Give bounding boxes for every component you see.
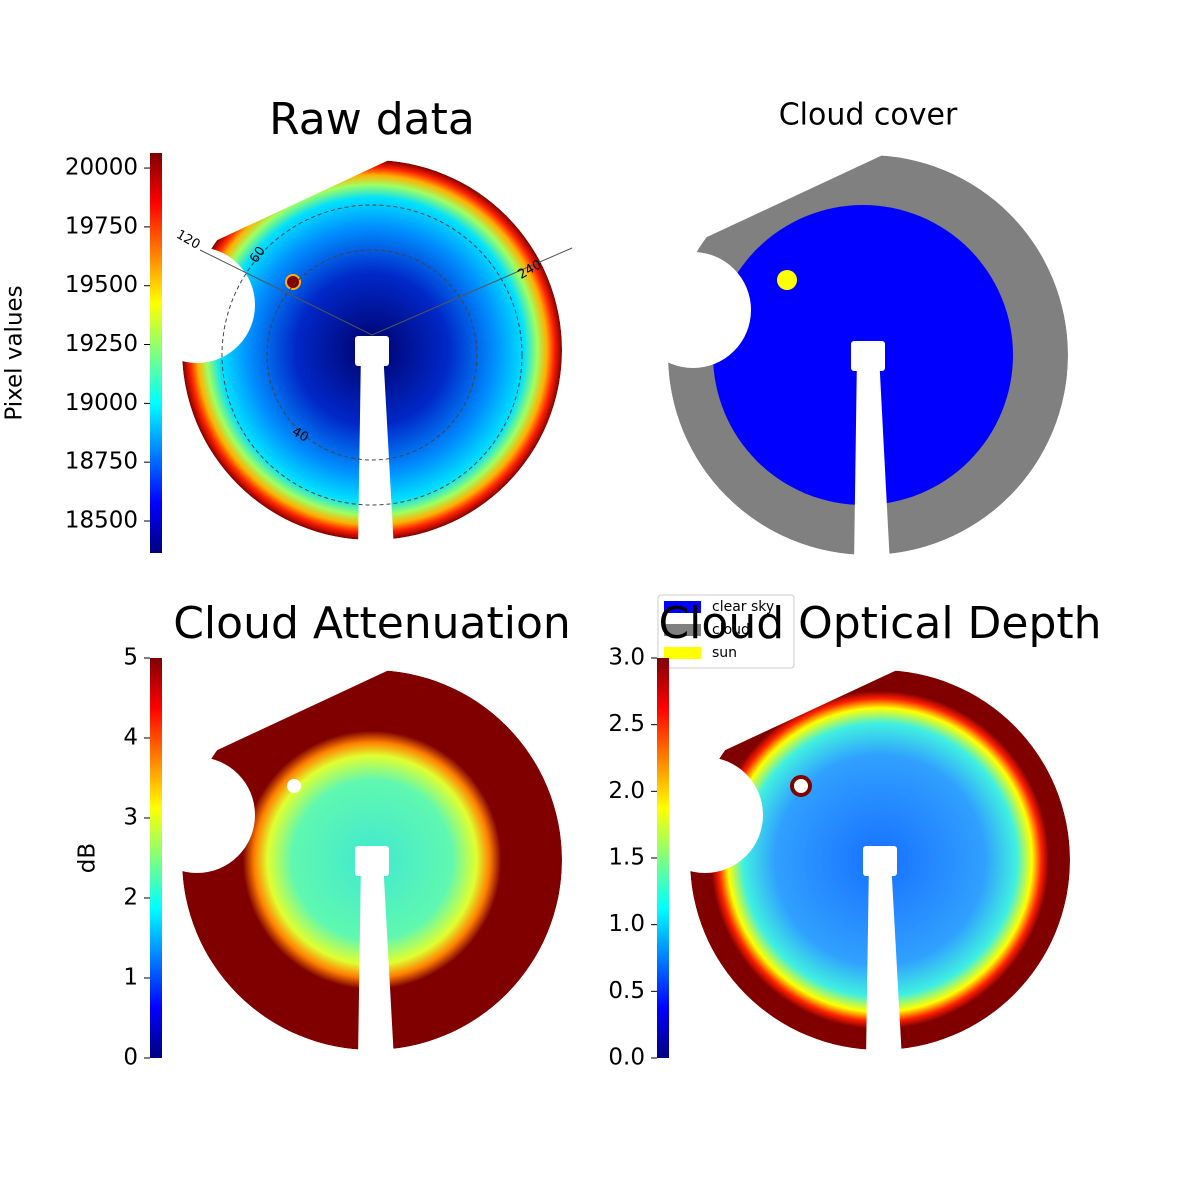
clear-region: [713, 205, 1013, 505]
y-tick-label: 19750: [65, 213, 138, 239]
sky-image: [182, 160, 562, 540]
legend-patch: [664, 647, 701, 659]
polar-label: 40: [289, 424, 311, 445]
y-tick-label: 0.5: [608, 978, 645, 1004]
y-tick-label: 18750: [65, 449, 138, 475]
polar-grid: [221, 204, 523, 506]
y-tick-label: 20000: [65, 155, 138, 181]
y-axis-label: dB: [75, 843, 101, 873]
colorbar: [150, 153, 162, 553]
colorbar: [150, 658, 162, 1058]
y-tick-label: 1: [123, 965, 138, 991]
legend-patch: [664, 624, 701, 636]
legend-label: sun: [712, 645, 737, 661]
sky-image: [690, 670, 1070, 1050]
y-tick-label: 1.0: [608, 911, 645, 937]
chart-title: Cloud cover: [779, 98, 958, 133]
y-tick-label: 0: [123, 1045, 138, 1071]
y-tick-label: 1.5: [608, 845, 645, 871]
sky-image: [668, 155, 1068, 555]
y-tick-label: 5: [123, 645, 138, 671]
y-tick-label: 18500: [65, 508, 138, 534]
polar-label: 120: [173, 227, 202, 252]
y-tick-label: 3.0: [608, 645, 645, 671]
y-tick-label: 2.5: [608, 711, 645, 737]
legend-label: clear sky: [712, 599, 774, 615]
y-tick-label: 19500: [65, 272, 138, 298]
sun-spot: [287, 779, 301, 793]
sky-image: [182, 670, 562, 1050]
sun-region: [777, 270, 797, 290]
colorbar: [657, 658, 669, 1058]
legend-label: cloud: [712, 622, 750, 638]
chart-title: Cloud Attenuation: [173, 598, 571, 649]
legend: clear sky cloud sun: [657, 594, 795, 669]
y-tick-label: 3: [123, 805, 138, 831]
y-tick-label: 19000: [65, 390, 138, 416]
y-tick-label: 0.0: [608, 1045, 645, 1071]
sun-spot: [285, 274, 301, 290]
y-tick-label: 19250: [65, 331, 138, 357]
chart-title: Raw data: [269, 94, 475, 145]
polar-grid: [199, 247, 573, 336]
y-tick-label: 2.0: [608, 778, 645, 804]
chart-title: Cloud Optical Depth: [658, 598, 1101, 649]
y-tick-label: 4: [123, 725, 138, 751]
y-axis-label: Pixel values: [2, 285, 28, 420]
legend-patch: [664, 601, 701, 613]
polar-grid: [266, 249, 478, 461]
sun-spot: [790, 775, 812, 797]
y-tick-label: 2: [123, 885, 138, 911]
